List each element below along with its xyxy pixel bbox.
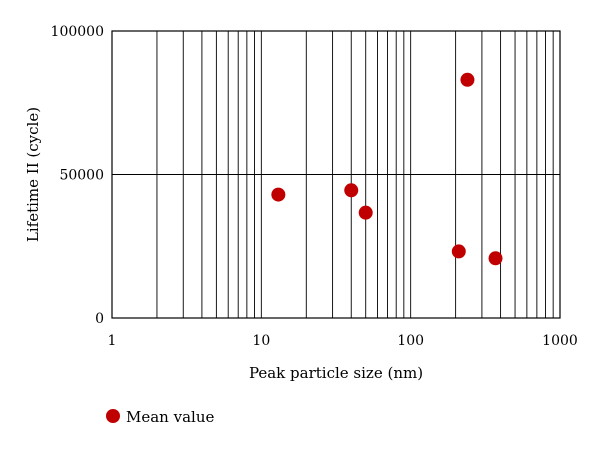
x-tick-label: 1000 xyxy=(542,333,578,349)
data-point xyxy=(271,187,286,202)
legend-label: Mean value xyxy=(126,408,214,426)
data-point xyxy=(488,251,503,266)
legend-marker xyxy=(106,409,120,423)
data-point xyxy=(344,183,359,198)
data-point xyxy=(460,72,475,87)
x-axis-title: Peak particle size (nm) xyxy=(249,364,423,382)
x-tick-label: 100 xyxy=(397,333,424,349)
legend: Mean value xyxy=(106,408,214,426)
data-points xyxy=(271,72,503,266)
y-tick-label: 100000 xyxy=(51,24,104,40)
y-tick-label: 50000 xyxy=(59,168,104,184)
x-tick-labels: 1 10 100 1000 xyxy=(108,333,578,349)
data-point xyxy=(358,205,373,220)
y-tick-labels: 0 50000 100000 xyxy=(51,24,104,327)
plot-frame xyxy=(111,30,561,319)
y-tick-label: 0 xyxy=(95,311,104,327)
y-axis-title: Lifetime II (cycle) xyxy=(24,107,42,242)
x-tick-label: 10 xyxy=(252,333,270,349)
grid-lines xyxy=(111,30,560,319)
data-point xyxy=(451,244,466,259)
x-tick-label: 1 xyxy=(108,333,117,349)
